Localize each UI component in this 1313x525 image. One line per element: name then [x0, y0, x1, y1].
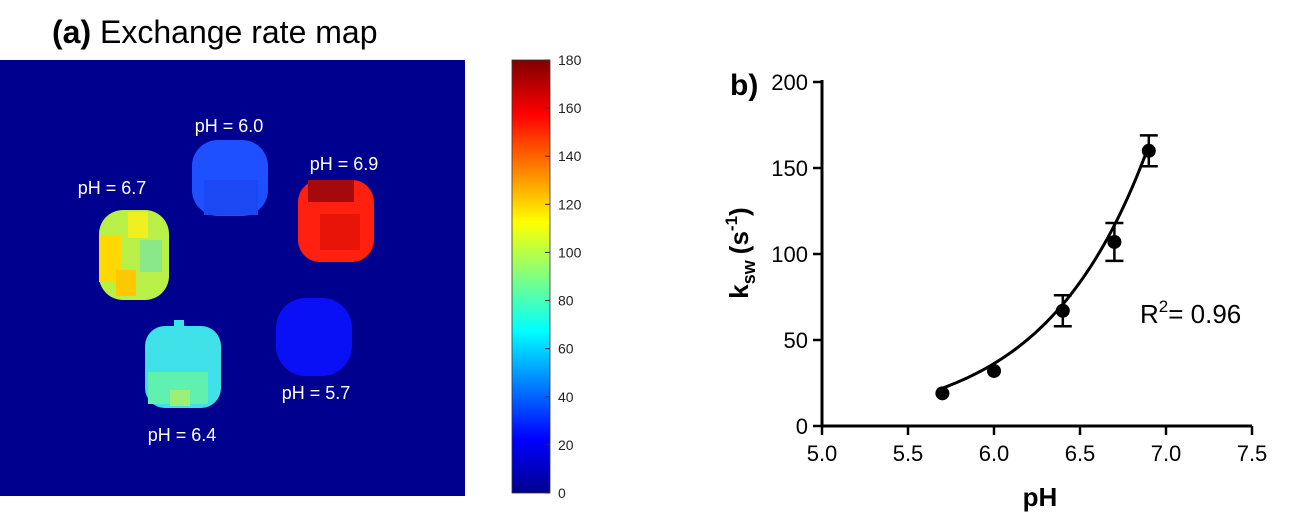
colorbar-tick-label: 0 [558, 485, 566, 501]
sample-ph-6-9-label: pH = 6.9 [310, 154, 379, 174]
colorbar-tick-label: 180 [558, 52, 582, 68]
x-tick-label: 6.5 [1065, 441, 1096, 466]
sample-ph-6-4: pH = 6.4 [145, 320, 221, 445]
y-tick-label: 100 [771, 242, 808, 267]
sample-ph-5-7: pH = 5.7 [276, 298, 352, 403]
y-axis-ticks: 0 50 100 150 200 [771, 70, 822, 439]
x-tick-label: 7.0 [1151, 441, 1182, 466]
colorbar-tick-label: 20 [558, 437, 574, 453]
colorbar-ticks: 0 20 40 60 80 100 120 140 160 180 [545, 52, 582, 501]
colorbar-tick-label: 60 [558, 341, 574, 357]
map-background [0, 60, 465, 496]
data-point [987, 363, 1001, 378]
panel-b-label: b) [730, 69, 758, 102]
sample-ph-6-0-label: pH = 6.0 [195, 116, 264, 136]
y-axis-label-unit-open: (s [724, 231, 754, 254]
colorbar-tick-label: 80 [558, 293, 574, 309]
x-axis-ticks: 5.0 5.5 6.0 6.5 7.0 7.5 [807, 426, 1268, 466]
y-axis-label: ksw (s-1) [722, 207, 759, 298]
r-squared-value: = 0.96 [1168, 299, 1241, 329]
y-tick-label: 200 [771, 70, 808, 95]
x-tick-label: 6.0 [979, 441, 1010, 466]
colorbar-tick-label: 160 [558, 100, 582, 116]
colorbar-tick-label: 100 [558, 244, 582, 260]
y-axis-label-unit-sup: -1 [722, 216, 741, 231]
panel-a-label: (a) [52, 14, 92, 50]
sample-ph-6-7: pH = 6.7 [78, 178, 169, 300]
sample-ph-6-0: pH = 6.0 [192, 116, 268, 216]
y-tick-label: 0 [796, 414, 808, 439]
colorbar-tick-label: 40 [558, 389, 574, 405]
r-squared-prefix: R [1140, 299, 1159, 329]
sample-ph-6-0-shade [204, 180, 258, 215]
sample-ph-6-4-label: pH = 6.4 [148, 425, 217, 445]
panel-a-title-text: Exchange rate map [100, 14, 378, 50]
y-tick-label: 50 [784, 328, 808, 353]
colorbar-tick-label: 140 [558, 148, 582, 164]
sample-ph-6-4-bottom [170, 390, 190, 406]
y-axis-label-unit-close: ) [724, 207, 754, 216]
sample-ph-6-7-green [140, 240, 162, 272]
exchange-rate-map: pH = 6.0 pH = 6.9 pH = 6.7 pH = 6.4 [0, 60, 465, 496]
sample-ph-5-7-region [276, 298, 352, 376]
sample-ph-6-4-tip [174, 320, 184, 330]
x-tick-label: 5.0 [807, 441, 838, 466]
y-axis-label-main: k [724, 284, 754, 299]
sample-ph-6-7-orange [116, 270, 136, 296]
sample-ph-6-9-dark-top [308, 180, 354, 202]
sample-ph-6-9: pH = 6.9 [298, 154, 378, 262]
data-points [935, 143, 1156, 401]
colorbar-tick-label: 120 [558, 196, 582, 212]
fit-curve [941, 145, 1151, 390]
y-axis-label-sub: sw [739, 259, 759, 284]
ksw-vs-ph-chart: b) 5.0 5.5 6.0 6.5 7.0 7.5 0 50 100 150 200 pH ks… [722, 69, 1267, 512]
sample-ph-6-7-label: pH = 6.7 [78, 178, 147, 198]
sample-ph-6-7-yellow-top [128, 212, 148, 238]
x-tick-label: 7.5 [1237, 441, 1268, 466]
data-point [1107, 234, 1122, 249]
data-point [1141, 143, 1156, 158]
panel-a-title: (a) Exchange rate map [52, 14, 378, 51]
colorbar-gradient [511, 59, 551, 494]
x-tick-label: 5.5 [893, 441, 924, 466]
r-squared-sup: 2 [1159, 297, 1168, 316]
sample-ph-5-7-label: pH = 5.7 [282, 383, 351, 403]
y-tick-label: 150 [771, 156, 808, 181]
x-axis-label: pH [1023, 482, 1058, 512]
sample-ph-6-9-shade [320, 214, 360, 250]
sample-ph-6-7-yellow-left [99, 236, 121, 282]
colorbar: 0 20 40 60 80 100 120 140 160 180 [511, 52, 582, 501]
data-point [935, 386, 950, 401]
r-squared-annotation: R2= 0.96 [1140, 297, 1241, 329]
data-point [1055, 303, 1070, 318]
